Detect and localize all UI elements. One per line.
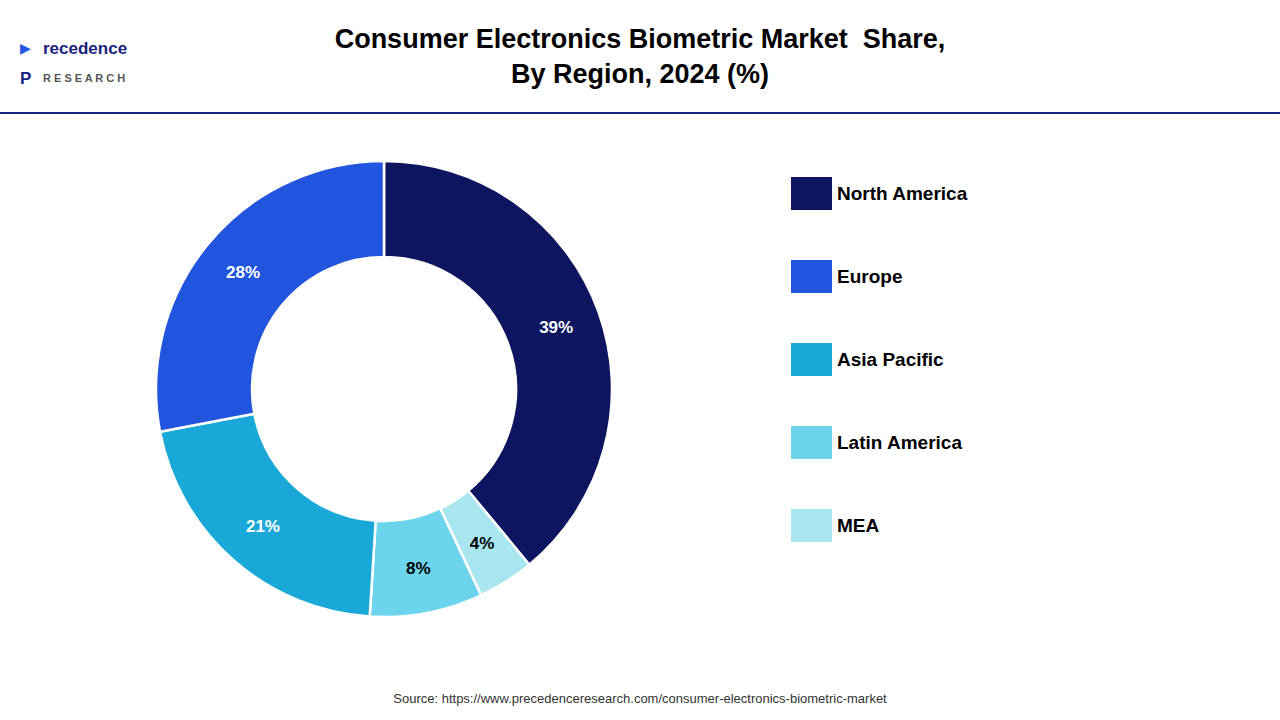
svg-text:39%: 39%: [539, 318, 573, 337]
svg-text:28%: 28%: [226, 263, 260, 282]
svg-text:By Region, 2024 (%): By Region, 2024 (%): [511, 59, 769, 89]
svg-text:Source: https://www.precedence: Source: https://www.precedenceresearch.c…: [393, 691, 887, 706]
svg-text:R E S E A R C H: R E S E A R C H: [43, 72, 125, 84]
svg-text:recedence: recedence: [43, 39, 127, 58]
svg-text:Europe: Europe: [837, 266, 902, 287]
svg-text:Consumer Electronics Biometric: Consumer Electronics Biometric Market Sh…: [335, 24, 946, 54]
svg-text:21%: 21%: [246, 517, 280, 536]
svg-text:Asia Pacific: Asia Pacific: [837, 349, 944, 370]
svg-text:8%: 8%: [406, 559, 431, 578]
svg-text:Latin America: Latin America: [837, 432, 962, 453]
svg-text:P: P: [20, 69, 31, 88]
svg-text:▶: ▶: [20, 40, 31, 56]
svg-text:North America: North America: [837, 183, 968, 204]
svg-text:MEA: MEA: [837, 515, 880, 536]
svg-text:4%: 4%: [470, 534, 495, 553]
